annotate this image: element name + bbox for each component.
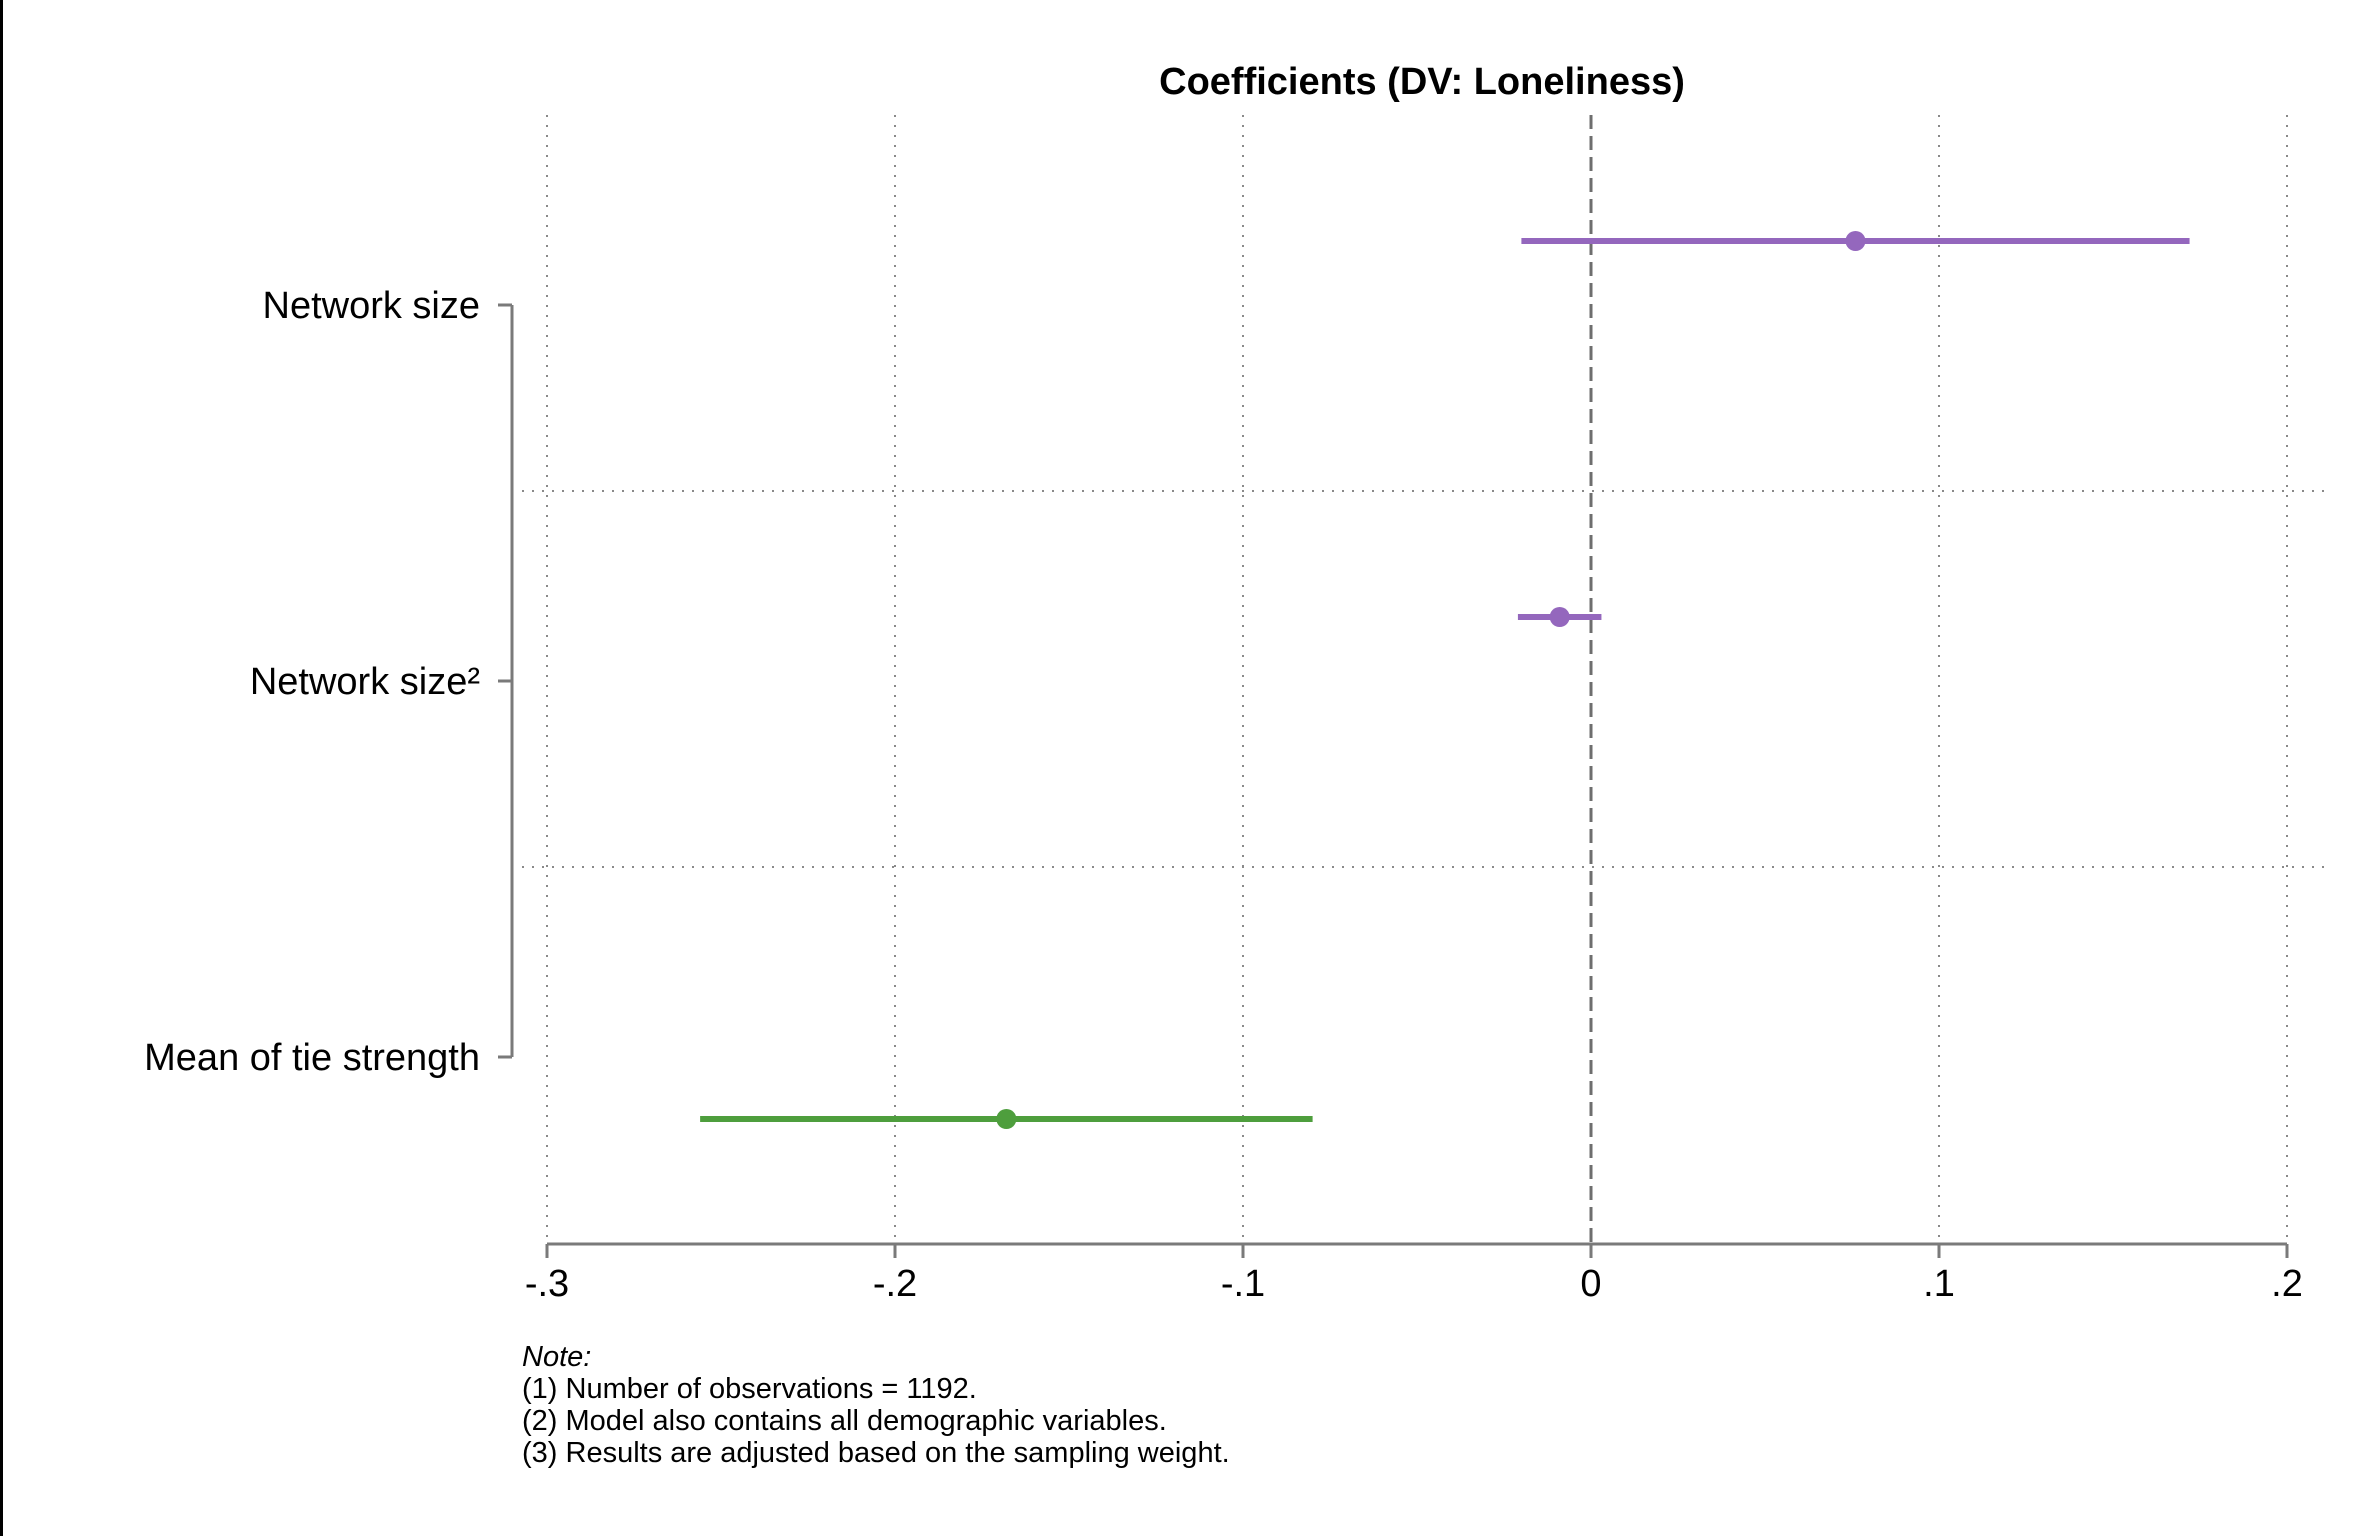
chart-title: Coefficients (DV: Loneliness)	[1159, 61, 1685, 103]
note-line-3: (3) Results are adjusted based on the sa…	[522, 1437, 1230, 1469]
y-tick-label-1: Network size²	[250, 661, 480, 703]
x-tick-label-3: 0	[1580, 1263, 1601, 1305]
estimate-point-0	[1845, 231, 1866, 251]
axes: -.3 -.2 -.1 0 .1 .2 Network size Network size² M…	[144, 285, 2303, 1305]
marks	[700, 231, 2190, 1129]
x-tick-label-2: -.1	[1221, 1263, 1265, 1305]
x-tick-label-5: .2	[2271, 1263, 2303, 1305]
note-heading: Note:	[522, 1341, 592, 1373]
y-tick-label-2: Mean of tie strength	[144, 1037, 480, 1079]
x-tick-label-4: .1	[1923, 1263, 1955, 1305]
note-line-1: (1) Number of observations = 1192.	[522, 1373, 977, 1405]
estimate-point-1	[1549, 607, 1570, 627]
note-block: Note: (1) Number of observations = 1192.…	[522, 1341, 1230, 1469]
grid	[522, 115, 2325, 1244]
y-tick-label-0: Network size	[263, 285, 481, 327]
x-tick-label-0: -.3	[525, 1263, 569, 1305]
note-line-2: (2) Model also contains all demographic …	[522, 1405, 1167, 1437]
x-tick-label-1: -.2	[873, 1263, 917, 1305]
estimate-point-2	[996, 1109, 1017, 1129]
